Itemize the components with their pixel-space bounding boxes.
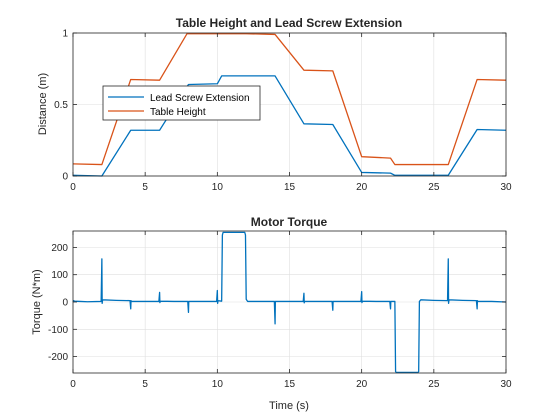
top-x-tick-label: 10 — [212, 182, 224, 193]
bottom-x-axis-label: Time (s) — [269, 400, 309, 412]
bottom-x-tick-label: 10 — [212, 379, 224, 390]
top-y-axis-label: Distance (m) — [37, 73, 49, 135]
top-x-tick-label: 5 — [142, 182, 148, 193]
bottom-x-tick-label: 15 — [284, 379, 296, 390]
bottom-y-tick-label: -200 — [48, 352, 68, 363]
bottom-y-tick-label: 200 — [51, 243, 68, 254]
bottom-y-tick-label: 100 — [51, 270, 68, 281]
bottom-x-tick-label: 5 — [142, 379, 148, 390]
bottom-x-tick-label: 0 — [70, 379, 76, 390]
top-y-tick-label: 1 — [62, 29, 68, 40]
top-x-tick-label: 20 — [356, 182, 368, 193]
bottom-y-tick-label: -100 — [48, 325, 68, 336]
top-legend: Lead Screw Extension Table Height — [103, 86, 260, 120]
top-x-tick-label: 15 — [284, 182, 296, 193]
top-x-tick-label: 0 — [70, 182, 76, 193]
bottom-x-tick-label: 20 — [356, 379, 368, 390]
bottom-y-axis-label: Torque (N*m) — [31, 269, 43, 334]
top-y-tick-label: 0.5 — [54, 100, 68, 111]
bottom-x-tick-label: 25 — [428, 379, 440, 390]
top-y-tick-label: 0 — [62, 172, 68, 183]
bottom-x-tick-label: 30 — [500, 379, 512, 390]
bottom-chart-title: Motor Torque — [251, 215, 328, 229]
bottom-y-tick-label: 0 — [62, 298, 68, 309]
legend-label-lead-screw: Lead Screw Extension — [150, 93, 250, 104]
top-x-tick-label: 25 — [428, 182, 440, 193]
legend-label-table-height: Table Height — [150, 107, 206, 118]
top-chart-title: Table Height and Lead Screw Extension — [176, 16, 403, 30]
top-x-tick-label: 30 — [500, 182, 512, 193]
